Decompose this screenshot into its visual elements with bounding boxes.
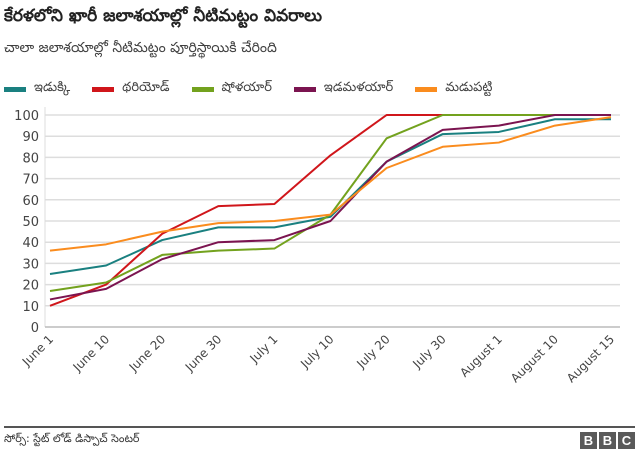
- series-line: [49, 114, 611, 292]
- y-tick-label: 70: [22, 173, 39, 188]
- legend-label: ఇడుక్కి: [34, 80, 71, 95]
- y-tick-label: 10: [22, 300, 39, 315]
- y-tick-label: 100: [14, 109, 39, 124]
- chart-subtitle: చాలా జలాశయాల్లో నీటిమట్టం పూర్తిస్థాయికి…: [4, 40, 277, 56]
- y-tick-label: 20: [22, 279, 39, 294]
- legend-label: షోళయార్: [221, 80, 272, 95]
- x-tick-label: July 1: [247, 332, 281, 366]
- y-tick-label: 50: [22, 215, 39, 230]
- legend-swatch: [4, 86, 26, 92]
- line-chart: 0 10 20 30 40 50 60 70 80 90 100 June 1 June 10 June …: [14, 107, 620, 385]
- chart-title: కేరళలోని ఖారీ జలాశయాల్లో నీటిమట్టం వివరా…: [4, 6, 323, 26]
- x-tick-label: August 15: [564, 332, 617, 385]
- legend-label: థరియోడ్: [122, 80, 170, 95]
- legend-label: మడుపట్టి: [445, 80, 493, 95]
- x-tick-label: August 10: [508, 332, 561, 385]
- legend-item: ఇడుక్కి: [4, 80, 70, 98]
- x-tick-label: June 20: [126, 332, 169, 375]
- legend-item: షోళయార్: [191, 80, 272, 98]
- legend-item: ఇడమళయార్: [293, 80, 394, 98]
- legend: ఇడుక్కి థరియోడ్ షోళయార్ ఇడమళయార్ మడుపట్టి: [4, 80, 492, 98]
- legend-item: థరియోడ్: [92, 80, 170, 98]
- series-line: [49, 114, 611, 301]
- legend-label: ఇడమళయార్: [323, 80, 394, 95]
- legend-swatch: [293, 86, 316, 92]
- series-line: [49, 114, 611, 307]
- y-tick-label: 60: [22, 194, 39, 209]
- x-tick-label: July 10: [297, 332, 336, 371]
- x-tick-label: August 1: [457, 332, 505, 380]
- x-tick-label: July 20: [353, 332, 392, 371]
- source-note: సోర్స్: స్టేట్ లోడ్ డిస్పాచ్ సెంటర్: [4, 432, 140, 445]
- x-tick-label: July 30: [409, 332, 448, 371]
- legend-swatch: [415, 86, 438, 92]
- y-tick-label: 30: [22, 257, 39, 272]
- x-tick-label: June 10: [70, 332, 113, 375]
- x-tick-label: June 30: [182, 332, 225, 375]
- series-line: [49, 118, 611, 275]
- x-tick-label: June 1: [19, 332, 56, 369]
- y-tick-label: 0: [31, 321, 39, 336]
- y-tick-label: 40: [22, 236, 39, 251]
- series-line: [49, 116, 612, 252]
- legend-swatch: [191, 86, 214, 92]
- y-tick-label: 90: [22, 130, 39, 145]
- y-tick-label: 80: [22, 151, 39, 166]
- legend-item: మడుపట్టి: [415, 80, 492, 98]
- legend-swatch: [92, 86, 115, 92]
- footer-divider: [4, 426, 635, 428]
